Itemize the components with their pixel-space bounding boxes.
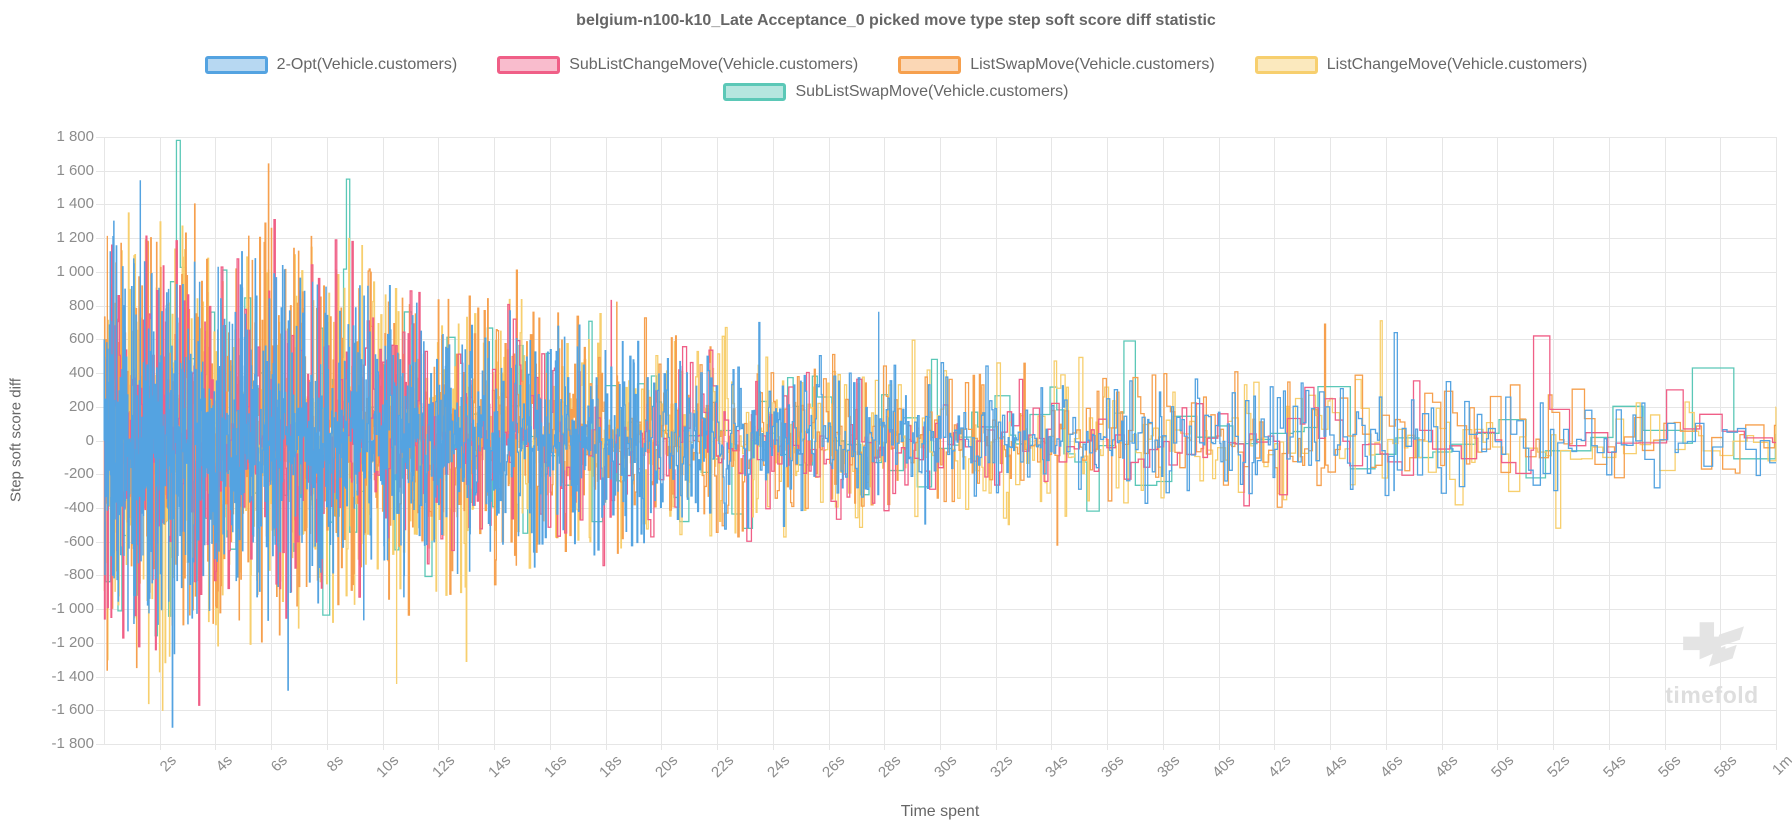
y-tick-label: 600 (68, 330, 94, 348)
y-tick-label: 0 (85, 431, 94, 449)
y-tick-label: -400 (63, 498, 94, 516)
y-tick-label: -1 200 (51, 633, 94, 651)
timefold-watermark: timefold (1652, 622, 1772, 709)
y-tick-label: -1 000 (51, 600, 94, 618)
y-tick-label: -800 (63, 566, 94, 584)
y-tick-label: 200 (68, 397, 94, 415)
y-tick-label: -1 400 (51, 667, 94, 685)
y-tick-label: -200 (63, 465, 94, 483)
y-tick-label: 1 200 (56, 229, 94, 247)
y-tick-label: 1 000 (56, 262, 94, 280)
y-tick-label: -1 800 (51, 735, 94, 752)
y-tick-label: -600 (63, 532, 94, 550)
timefold-logo-icon (1683, 622, 1744, 667)
y-tick-label: 400 (68, 364, 94, 382)
y-tick-label: 1 400 (56, 195, 94, 213)
y-tick-label: -1 600 (51, 701, 94, 719)
y-tick-label: 800 (68, 296, 94, 314)
timefold-brand-text: timefold (1665, 682, 1759, 708)
y-tick-label: 1 600 (56, 161, 94, 179)
y-tick-label: 1 800 (56, 128, 94, 145)
